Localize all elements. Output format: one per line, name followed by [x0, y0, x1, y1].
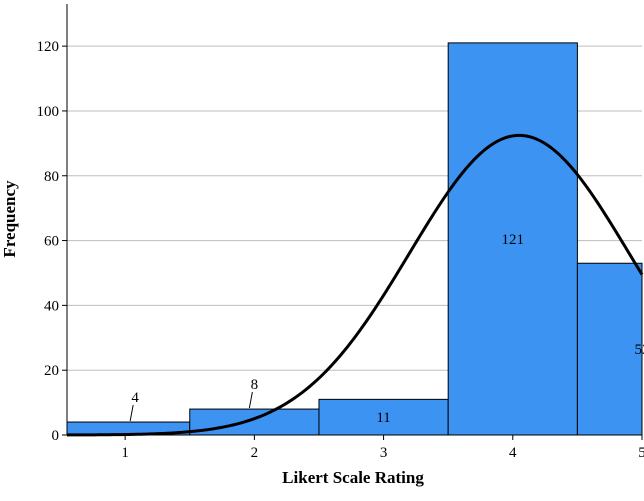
bar-labels: 4 8 11 121 53	[129, 232, 644, 426]
x-tick-label-4: 4	[509, 445, 517, 461]
x-tick-label-1: 1	[121, 445, 129, 461]
bar-label-leader-2	[248, 391, 253, 409]
normal-curve	[66, 133, 644, 437]
bar-label-4: 121	[502, 232, 525, 248]
bars	[66, 42, 643, 436]
y-tick-label-120: 120	[37, 39, 60, 55]
bar-label-leader-1	[129, 404, 134, 422]
bar-4	[447, 42, 578, 436]
bar-label-1: 4	[131, 390, 139, 406]
x-axis-title: Likert Scale Rating	[282, 468, 424, 487]
bar-5	[576, 262, 643, 436]
bar-label-5: 53	[635, 342, 644, 358]
x-tick-label-5: 5	[638, 445, 644, 461]
y-axis-title: Frequency	[0, 180, 19, 258]
y-tick-label-40: 40	[44, 298, 59, 314]
normal-curve-layer	[66, 133, 644, 437]
y-tick-label-60: 60	[44, 234, 59, 250]
y-tick-label-80: 80	[44, 169, 59, 185]
x-tick-label-3: 3	[380, 445, 388, 461]
bar-2	[189, 408, 320, 436]
bar-label-3: 11	[376, 410, 390, 426]
y-tick-label-100: 100	[37, 104, 60, 120]
bar-label-2: 8	[251, 377, 259, 393]
x-tick-label-2: 2	[251, 445, 259, 461]
y-tick-label-20: 20	[44, 363, 59, 379]
axes: 0 20 40 60 80 100 120 1 2 3 4 5	[37, 4, 644, 461]
y-tick-label-0: 0	[52, 428, 60, 444]
